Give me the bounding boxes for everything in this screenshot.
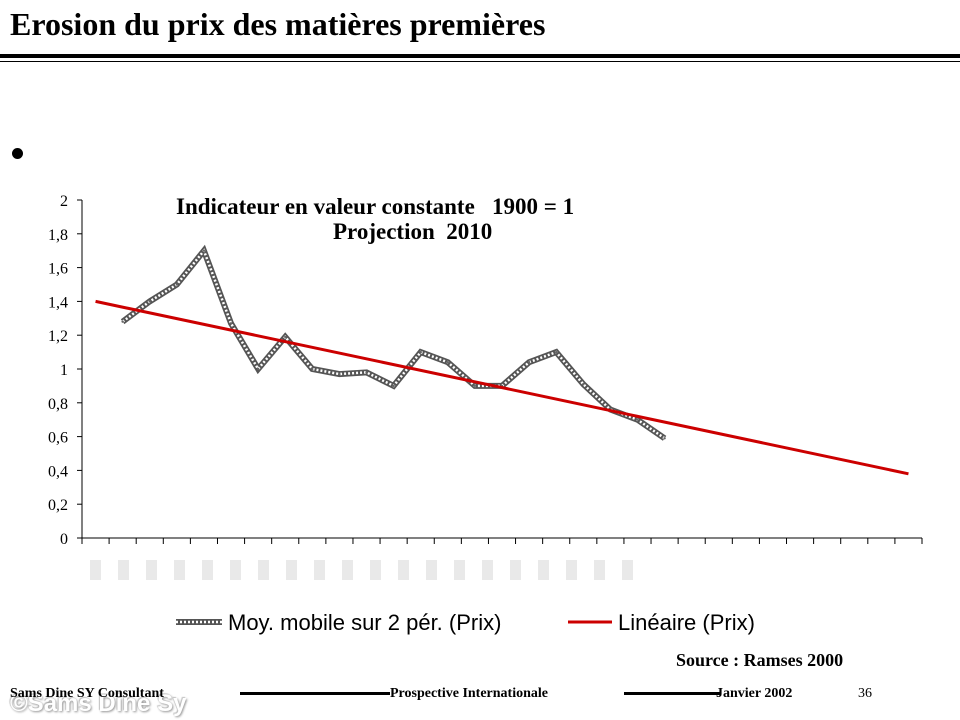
x-tick-label-faint: [426, 560, 437, 580]
y-tick-label: 1,6: [48, 261, 68, 278]
x-tick-label-faint: [454, 560, 465, 580]
x-tick-label-faint: [118, 560, 129, 580]
x-tick-label-faint: [202, 560, 213, 580]
series-moving-average-point: [473, 384, 477, 388]
footer-divider-left: [240, 692, 390, 695]
watermark-logo: ©Sams Dine Sy: [10, 690, 187, 717]
series-moving-average-point: [527, 361, 531, 364]
footer-topic: Prospective Internationale: [390, 686, 548, 701]
series-moving-average-point: [365, 371, 368, 374]
y-tick-label: 1,2: [48, 328, 68, 345]
y-tick-label: 0,4: [48, 463, 68, 480]
x-tick-label-faint: [510, 560, 521, 580]
x-tick-label-faint: [538, 560, 549, 580]
series-moving-average-point: [256, 367, 260, 371]
chart-marks: [95, 244, 909, 476]
source-note: Source : Ramses 2000: [676, 650, 844, 670]
chart-axes: 0 0,2 0,4 0,6 0,8 1 1,2 1,4 1,6 1,8 2: [48, 193, 923, 580]
x-tick-label-faint: [286, 560, 297, 580]
x-tick-label-faint: [594, 560, 605, 580]
series-moving-average-point: [582, 383, 585, 386]
series-moving-average-point: [284, 335, 287, 339]
y-tick-label: 0,8: [48, 396, 68, 413]
y-tick-label: 0,2: [48, 497, 68, 514]
series-trend-line: [95, 299, 909, 476]
series-moving-average-point: [446, 361, 450, 364]
series-moving-average-line-pattern: [121, 248, 666, 440]
series-moving-average-point: [202, 249, 206, 252]
x-tick-label-faint: [482, 560, 493, 580]
footer-date: Janvier 2002: [716, 686, 793, 701]
bullet-point: [12, 148, 23, 159]
x-tick-label-faint: [258, 560, 269, 580]
x-tick-label-faint: [398, 560, 409, 580]
y-tick-label: 1,8: [48, 227, 68, 244]
series-moving-average-line: [120, 244, 667, 441]
price-chart: 0 0,2 0,4 0,6 0,8 1 1,2 1,4 1,6 1,8 2 Indicateur e…: [48, 193, 923, 635]
legend-label-trend: Linéaire (Prix): [618, 610, 755, 635]
y-tick-label: 0,6: [48, 430, 68, 447]
title-divider: [0, 54, 960, 58]
y-tick-label: 2: [60, 193, 68, 210]
series-moving-average-point: [636, 418, 639, 421]
series-moving-average-point: [663, 437, 666, 440]
series-moving-average-point: [554, 350, 558, 354]
chart-title: Indicateur en valeur constante 1900 = 1: [176, 194, 574, 219]
x-tick-label-faint: [146, 560, 157, 580]
x-tick-label-faint: [314, 560, 325, 580]
legend-label-moving-average: Moy. mobile sur 2 pér. (Prix): [228, 610, 501, 635]
series-moving-average-point: [392, 384, 395, 388]
y-tick-label: 1,4: [48, 294, 68, 311]
x-tick-label-faint: [90, 560, 101, 580]
x-tick-label-faint: [230, 560, 241, 580]
x-tick-label-faint: [370, 560, 381, 580]
series-moving-average-point: [311, 367, 314, 371]
x-tick-label-faint: [622, 560, 633, 580]
series-moving-average-point: [148, 300, 151, 303]
series-moving-average-point: [121, 320, 124, 323]
y-tick-label: 0: [60, 531, 68, 548]
x-tick-label-faint: [342, 560, 353, 580]
y-tick-label: 1: [60, 362, 68, 379]
x-tick-label-faint: [566, 560, 577, 580]
series-moving-average-point: [338, 372, 341, 376]
series-moving-average-point: [229, 322, 233, 325]
footer-page-number: 36: [858, 686, 872, 701]
title-divider-thin: [0, 61, 960, 62]
footer-author: Sams Dine SY Consultant: [10, 686, 164, 701]
footer-divider-right: [624, 692, 720, 695]
chart-subtitle: Projection 2010: [333, 219, 492, 244]
x-tick-label-faint: [174, 560, 185, 580]
series-moving-average-point: [175, 283, 179, 286]
slide-title: Erosion du prix des matières premières: [10, 6, 546, 42]
chart-legend: Moy. mobile sur 2 pér. (Prix) Linéaire (P…: [176, 610, 755, 635]
series-moving-average-point: [419, 350, 422, 354]
